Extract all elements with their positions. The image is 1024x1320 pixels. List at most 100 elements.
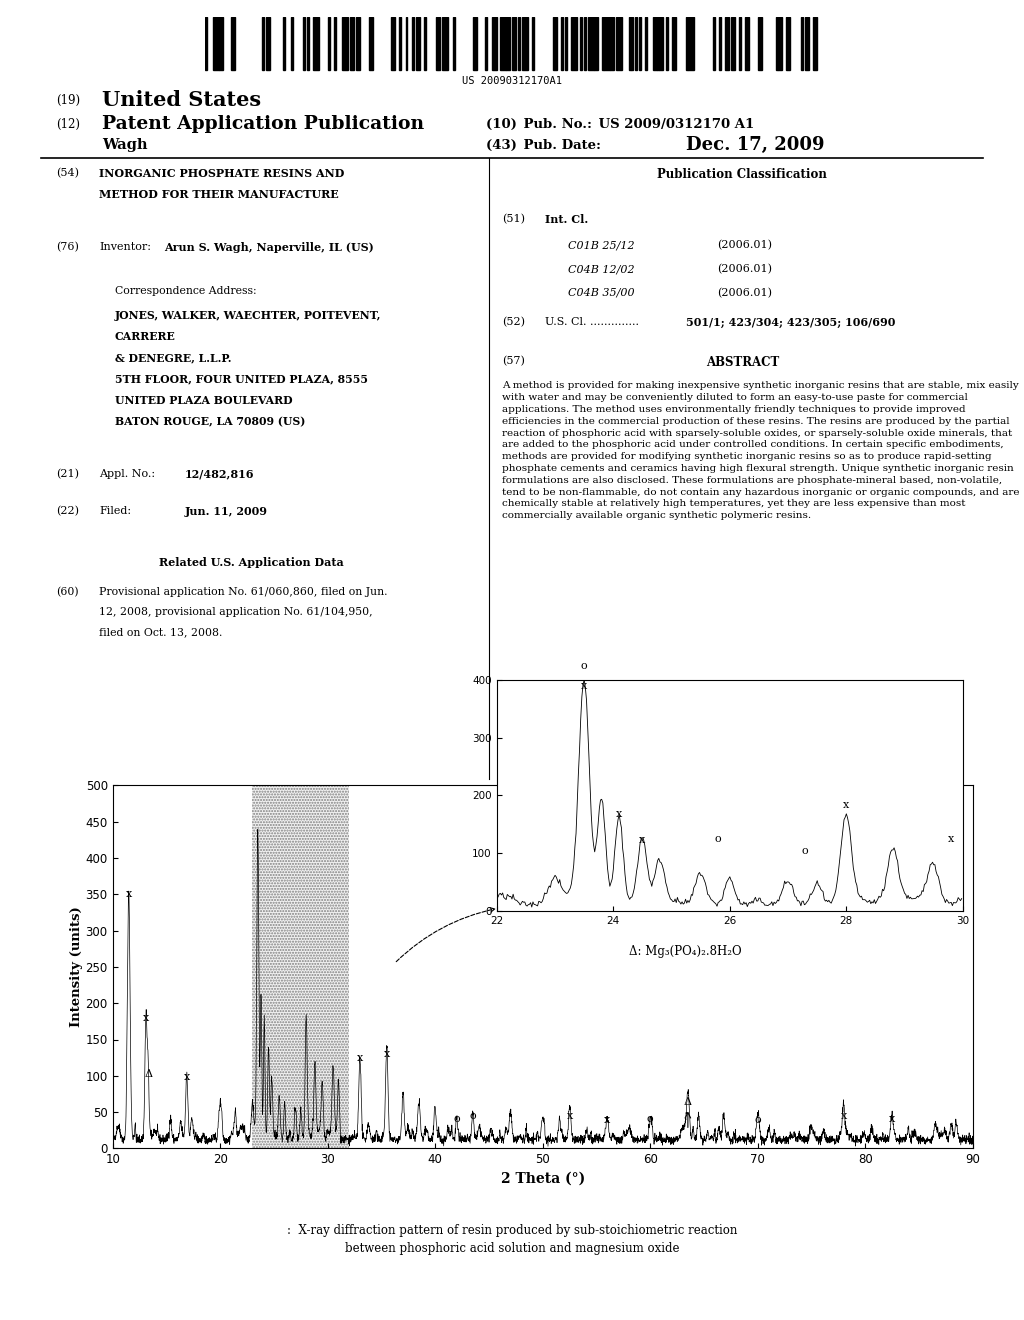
Text: (51): (51) [502, 214, 524, 224]
Bar [571, 17, 578, 70]
Bar [672, 17, 676, 70]
Bar [604, 17, 610, 70]
Text: x: x [843, 800, 849, 809]
Text: (54): (54) [56, 168, 79, 178]
Bar [594, 17, 598, 70]
Text: x: x [566, 1111, 572, 1121]
X-axis label: 2 Theta (°): 2 Theta (°) [501, 1172, 585, 1185]
Bar [356, 17, 360, 70]
Text: x: x [581, 681, 587, 690]
Text: Δ: Mg₃(PO₄)₂.8H₂O: Δ: Mg₃(PO₄)₂.8H₂O [629, 945, 741, 958]
Bar [506, 17, 510, 70]
Bar [391, 17, 395, 70]
Bar [205, 17, 207, 70]
Text: Int. Cl.: Int. Cl. [545, 214, 588, 224]
Text: Appl. No.:: Appl. No.: [99, 469, 156, 479]
Text: & DENEGRE, L.L.P.: & DENEGRE, L.L.P. [115, 352, 231, 363]
Bar [561, 17, 563, 70]
Bar [602, 17, 604, 70]
Text: o: o [647, 1114, 653, 1125]
Bar [219, 17, 223, 70]
Bar [266, 17, 270, 70]
Text: o: o [755, 1115, 761, 1125]
Text: UNITED PLAZA BOULEVARD: UNITED PLAZA BOULEVARD [115, 395, 292, 405]
Text: x: x [604, 1115, 610, 1125]
Bar [453, 17, 455, 70]
Text: (10) Pub. No.: US 2009/0312170 A1: (10) Pub. No.: US 2009/0312170 A1 [486, 117, 755, 131]
Bar [412, 17, 414, 70]
Bar [629, 17, 631, 70]
Text: (2006.01): (2006.01) [717, 240, 772, 251]
Text: Correspondence Address:: Correspondence Address: [115, 286, 256, 297]
Text: (2006.01): (2006.01) [717, 288, 772, 298]
Bar [553, 17, 557, 70]
Bar [653, 17, 657, 70]
Bar [659, 17, 664, 70]
Text: BATON ROUGE, LA 70809 (US): BATON ROUGE, LA 70809 (US) [115, 416, 305, 426]
Text: Filed:: Filed: [99, 506, 131, 516]
Bar [739, 17, 741, 70]
Bar [686, 17, 688, 70]
Text: :  X-ray diffraction pattern of resin produced by sub-stoichiometric reaction: : X-ray diffraction pattern of resin pro… [287, 1224, 737, 1237]
Text: 5TH FLOOR, FOUR UNITED PLAZA, 8555: 5TH FLOOR, FOUR UNITED PLAZA, 8555 [115, 374, 368, 384]
Text: x: x [142, 1012, 150, 1023]
Text: Patent Application Publication: Patent Application Publication [102, 115, 425, 133]
Bar [213, 17, 219, 70]
Bar [313, 17, 319, 70]
Y-axis label: Intensity (units): Intensity (units) [70, 907, 83, 1027]
Bar [532, 17, 535, 70]
Text: (60): (60) [56, 587, 79, 598]
Bar [801, 17, 803, 70]
Bar [610, 17, 614, 70]
Text: x: x [841, 1111, 847, 1121]
Text: (21): (21) [56, 469, 79, 479]
Text: Publication Classification: Publication Classification [657, 168, 827, 181]
Bar [307, 17, 309, 70]
Bar [745, 17, 750, 70]
Text: (12): (12) [56, 117, 80, 131]
Text: United States: United States [102, 90, 261, 111]
Bar [436, 17, 438, 70]
Bar [283, 17, 285, 70]
Text: x: x [639, 834, 645, 845]
Bar [231, 17, 236, 70]
Bar [616, 17, 623, 70]
Text: filed on Oct. 13, 2008.: filed on Oct. 13, 2008. [99, 627, 222, 638]
Text: (22): (22) [56, 506, 79, 516]
Text: o: o [802, 846, 809, 855]
Bar [438, 17, 440, 70]
Bar [688, 17, 694, 70]
Text: Δ: Δ [144, 1069, 153, 1080]
Bar [473, 17, 477, 70]
Bar [584, 17, 586, 70]
Bar [786, 17, 791, 70]
Text: INORGANIC PHOSPHATE RESINS AND: INORGANIC PHOSPHATE RESINS AND [99, 168, 345, 178]
Text: CARRERE: CARRERE [115, 331, 175, 342]
Text: Wagh: Wagh [102, 139, 147, 152]
Text: between phosphoric acid solution and magnesium oxide: between phosphoric acid solution and mag… [345, 1242, 679, 1255]
Text: x: x [615, 809, 622, 818]
Text: A method is provided for making inexpensive synthetic inorganic resins that are : A method is provided for making inexpens… [502, 381, 1019, 520]
Bar [565, 17, 567, 70]
Text: Related U.S. Application Data: Related U.S. Application Data [159, 557, 343, 568]
Text: (43) Pub. Date:: (43) Pub. Date: [486, 139, 601, 152]
Bar [776, 17, 778, 70]
Bar [334, 17, 336, 70]
Text: x: x [183, 1072, 190, 1081]
Bar [303, 17, 305, 70]
Text: Inventor:: Inventor: [99, 242, 152, 252]
Bar [719, 17, 721, 70]
Bar [657, 17, 659, 70]
Text: Arun S. Wagh, Naperville, IL (US): Arun S. Wagh, Naperville, IL (US) [164, 242, 374, 252]
Bar [635, 17, 637, 70]
Bar [645, 17, 647, 70]
Text: o: o [454, 1114, 460, 1123]
Text: (19): (19) [56, 94, 81, 107]
Bar [512, 17, 516, 70]
Text: o: o [470, 1111, 476, 1121]
Bar [424, 17, 426, 70]
Bar [500, 17, 506, 70]
Text: JONES, WALKER, WAECHTER, POITEVENT,: JONES, WALKER, WAECHTER, POITEVENT, [115, 310, 381, 321]
Text: Dec. 17, 2009: Dec. 17, 2009 [686, 136, 824, 154]
Bar [522, 17, 528, 70]
